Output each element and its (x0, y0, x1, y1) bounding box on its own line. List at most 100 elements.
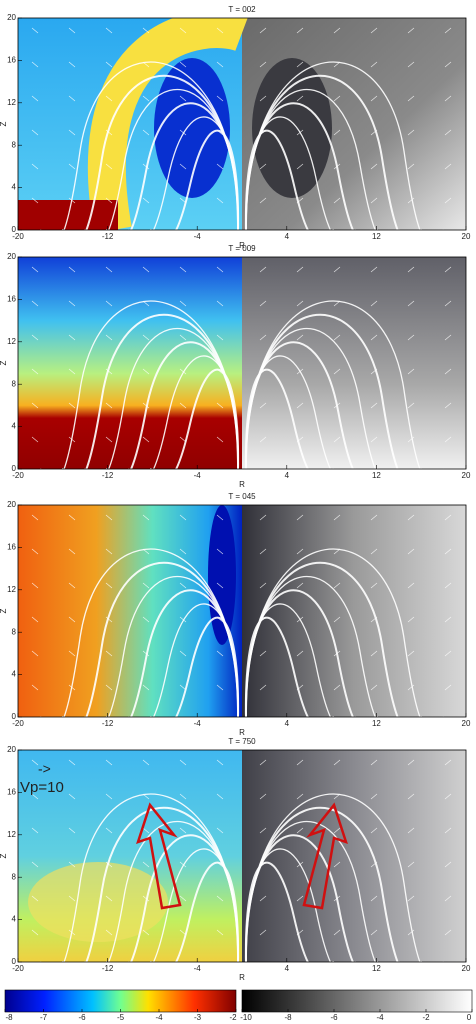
velocity-arrow (216, 300, 224, 307)
velocity-arrow (444, 368, 452, 375)
velocity-arrow (333, 368, 341, 375)
velocity-arrow (259, 548, 267, 555)
velocity-arrow (407, 861, 415, 868)
velocity-arrow (296, 436, 304, 443)
colorbar-tick-label: -2 (229, 1013, 237, 1022)
y-tick-label: 4 (12, 183, 17, 192)
panel (18, 750, 466, 962)
velocity-arrow (142, 129, 150, 136)
velocity-arrow (142, 616, 150, 623)
velocity-arrow (179, 129, 187, 136)
colorbar-tick-label: -10 (240, 1013, 252, 1022)
velocity-arrow (216, 582, 224, 589)
velocity-arrow (105, 616, 113, 623)
velocity-arrow (142, 27, 150, 34)
velocity-arrow (370, 895, 378, 902)
y-tick-label: 0 (12, 225, 17, 234)
velocity-arrow (296, 650, 304, 657)
velocity-arrow (333, 582, 341, 589)
velocity-arrow (333, 793, 341, 800)
core (154, 58, 230, 198)
y-tick-label: 16 (7, 543, 16, 552)
x-tick-label: -20 (12, 471, 24, 480)
velocity-arrow (407, 197, 415, 204)
field-line (244, 313, 422, 469)
colorbar-tick-label: -3 (194, 1013, 202, 1022)
velocity-arrow (370, 61, 378, 68)
velocity-arrow (407, 929, 415, 936)
velocity-arrow (370, 95, 378, 102)
field-line (40, 548, 239, 717)
velocity-arrow (259, 368, 267, 375)
velocity-arrow (444, 582, 452, 589)
velocity-arrow (31, 759, 39, 766)
velocity-arrow (31, 27, 39, 34)
annotation: -> (38, 761, 51, 777)
velocity-arrow (407, 300, 415, 307)
velocity-arrow (259, 929, 267, 936)
velocity-arrow (259, 334, 267, 341)
velocity-arrow (333, 861, 341, 868)
velocity-arrow (142, 402, 150, 409)
colorbar-tick-label: -7 (40, 1013, 48, 1022)
velocity-arrow (259, 827, 267, 834)
velocity-arrow (407, 368, 415, 375)
velocity-arrow (259, 650, 267, 657)
plot-frame (17, 504, 467, 718)
velocity-arrow (370, 759, 378, 766)
velocity-arrow (296, 548, 304, 555)
velocity-arrow (444, 929, 452, 936)
field-line (62, 313, 240, 469)
velocity-arrow (370, 197, 378, 204)
velocity-arrow (68, 759, 76, 766)
field-line (62, 806, 240, 962)
velocity-arrow (333, 163, 341, 170)
velocity-arrow (444, 759, 452, 766)
velocity-arrow (179, 61, 187, 68)
velocity-arrow (142, 827, 150, 834)
panel-title: T = 045 (228, 492, 256, 501)
right-field (242, 505, 466, 717)
velocity-arrow (179, 27, 187, 34)
field-line (244, 561, 422, 717)
velocity-arrow (296, 163, 304, 170)
velocity-arrow (68, 895, 76, 902)
y-tick-label: 4 (12, 422, 17, 431)
velocity-arrow (333, 61, 341, 68)
velocity-arrow (370, 861, 378, 868)
velocity-arrow (407, 129, 415, 136)
velocity-arrow (444, 61, 452, 68)
velocity-arrow (296, 895, 304, 902)
velocity-arrow (105, 929, 113, 936)
velocity-arrow (296, 95, 304, 102)
velocity-arrow (259, 684, 267, 691)
y-tick-label: 8 (12, 627, 17, 636)
velocity-arrow (296, 616, 304, 623)
velocity-arrow (407, 548, 415, 555)
velocity-arrow (216, 895, 224, 902)
velocity-arrow (105, 197, 113, 204)
y-tick-label: 8 (12, 379, 17, 388)
velocity-arrow (31, 827, 39, 834)
plot-frame (17, 256, 467, 470)
velocity-arrow (370, 616, 378, 623)
velocity-arrow (444, 300, 452, 307)
velocity-arrow (444, 266, 452, 273)
velocity-arrow (179, 827, 187, 834)
colorbar-tick-label: -6 (78, 1013, 86, 1022)
velocity-arrow (179, 895, 187, 902)
right-field (242, 750, 466, 962)
velocity-arrow (333, 436, 341, 443)
velocity-arrow (444, 334, 452, 341)
x-axis-label: R (239, 728, 245, 737)
velocity-arrow (179, 616, 187, 623)
velocity-arrow (216, 793, 224, 800)
y-tick-label: 0 (12, 957, 17, 966)
field-line (40, 300, 239, 469)
velocity-arrow (68, 129, 76, 136)
x-tick-label: -12 (102, 964, 114, 973)
velocity-arrow (216, 684, 224, 691)
velocity-arrow (31, 300, 39, 307)
velocity-arrow (444, 861, 452, 868)
velocity-arrow (444, 514, 452, 521)
